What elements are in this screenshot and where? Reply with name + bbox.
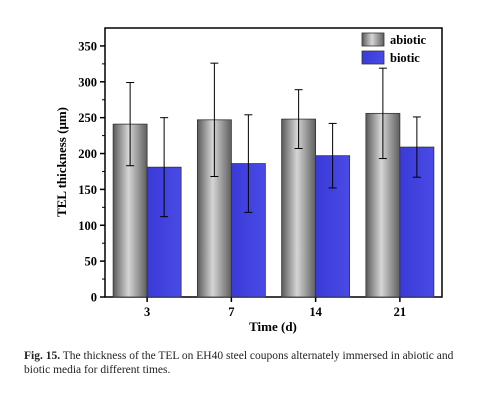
error-bar-biotic (328, 122, 337, 189)
y-tick-label: 300 (78, 75, 97, 89)
error-bar-biotic (244, 114, 253, 213)
y-axis-label: TEL thickness (μm) (54, 107, 69, 217)
bar-chart: 0 50 100 150 200 250 300 350 3 7 14 21 abiotic biot… (54, 27, 443, 334)
error-bar-abiotic (126, 82, 135, 167)
error-bar-abiotic (294, 89, 303, 150)
error-bar-abiotic (378, 67, 387, 160)
y-tick-label: 100 (78, 219, 97, 233)
bars (112, 112, 435, 298)
x-tick-label: 14 (309, 305, 322, 319)
x-axis-label: Time (d) (249, 319, 297, 334)
legend-label-biotic: biotic (390, 51, 420, 65)
x-tick-label: 21 (394, 305, 407, 319)
caption-text: The thickness of the TEL on EH40 steel c… (24, 350, 454, 376)
figure-caption: Fig. 15. The thickness of the TEL on EH4… (24, 349, 464, 377)
y-axis: 0 50 100 150 200 250 300 350 (78, 39, 105, 305)
error-bars (126, 62, 421, 218)
plot-frame (104, 27, 443, 298)
y-tick-label: 150 (78, 183, 97, 197)
error-bar-biotic (412, 116, 421, 178)
y-tick-label: 50 (85, 255, 98, 269)
legend-swatch-abiotic (361, 32, 385, 47)
y-tick-label: 0 (91, 291, 97, 305)
legend-swatch-biotic (361, 50, 385, 65)
y-tick-label: 200 (78, 147, 97, 161)
bar-biotic (146, 166, 182, 298)
x-tick-label: 7 (228, 305, 234, 319)
y-tick-label: 250 (78, 111, 97, 125)
x-tick-label: 3 (144, 305, 150, 319)
error-bar-biotic (160, 117, 169, 218)
error-bar-abiotic (210, 62, 219, 177)
legend: abiotic biotic (361, 32, 427, 65)
x-axis: 3 7 14 21 (144, 297, 406, 319)
legend-label-abiotic: abiotic (390, 33, 427, 47)
caption-label: Fig. 15. (24, 350, 61, 362)
y-tick-label: 350 (78, 39, 97, 53)
